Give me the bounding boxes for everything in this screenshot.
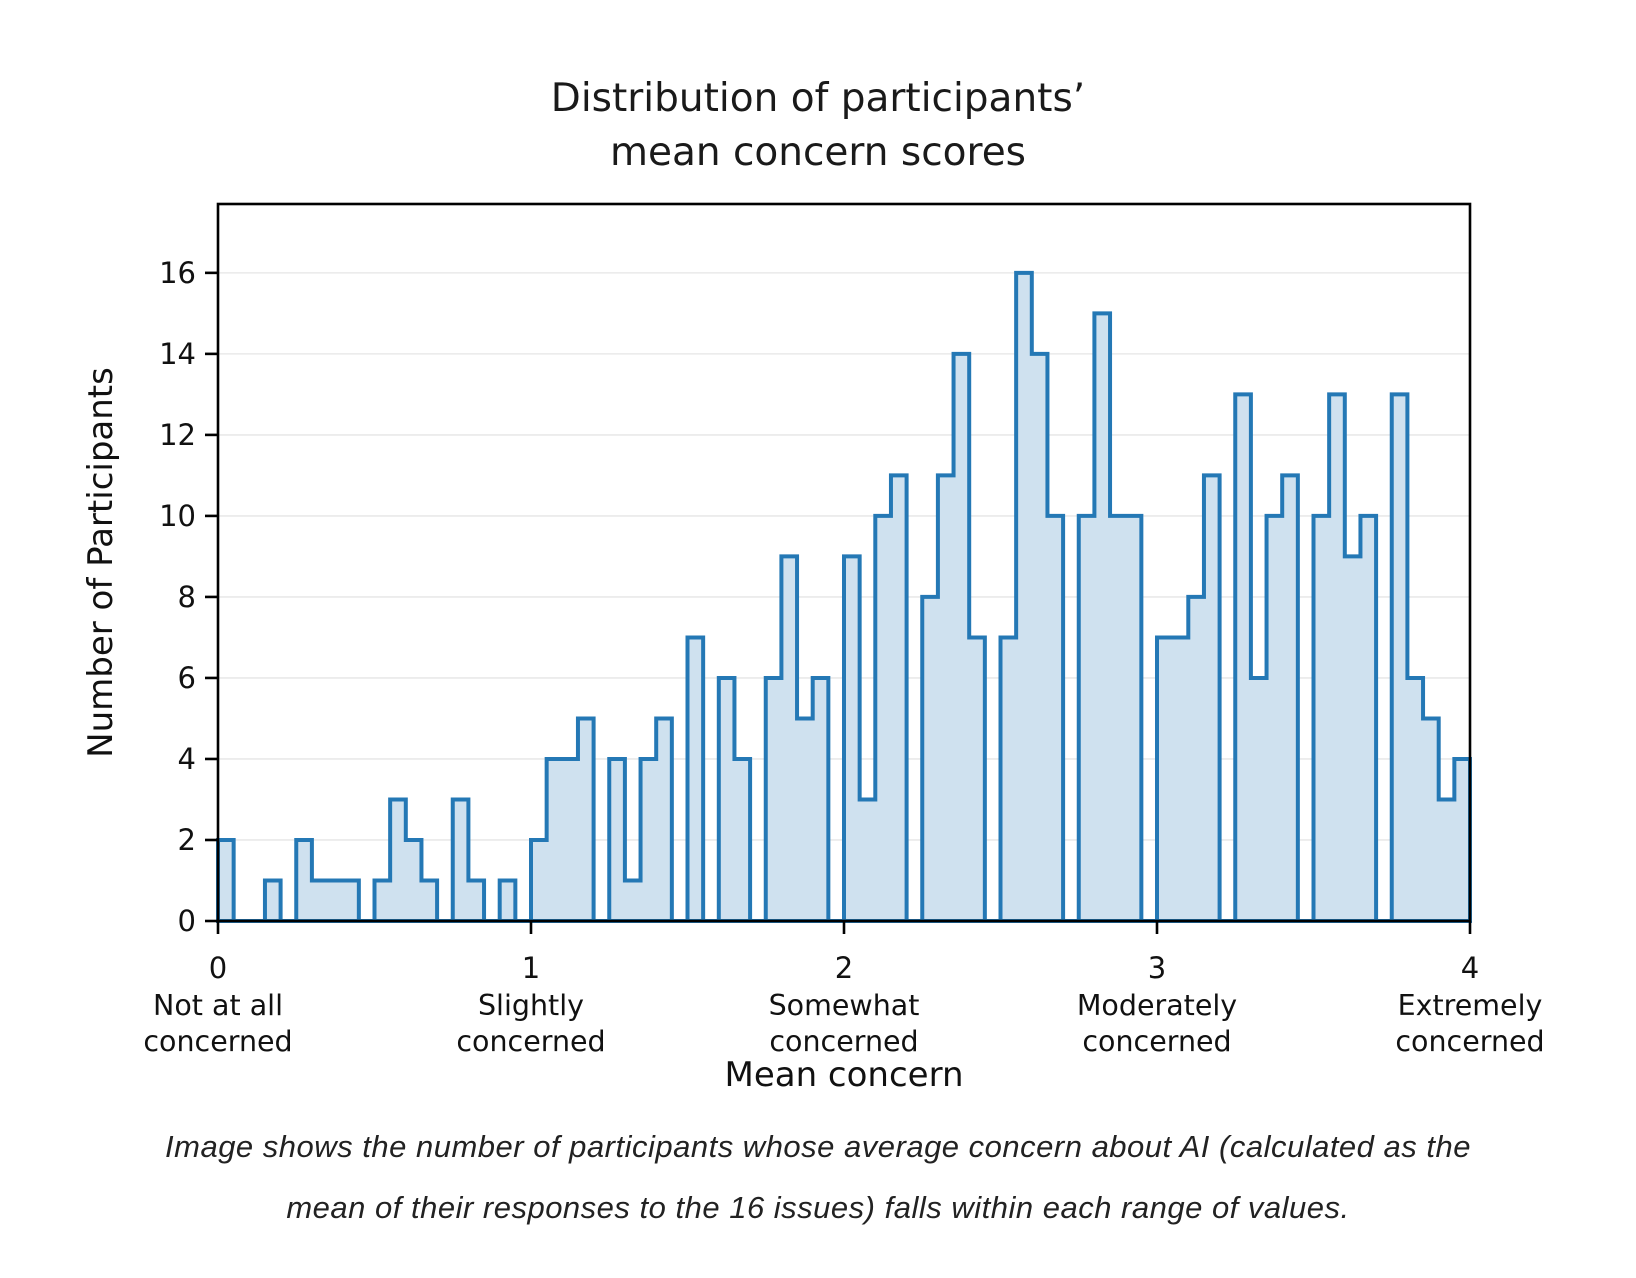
x-tick-number: 3 [1148, 951, 1166, 985]
y-tick-label: 10 [159, 499, 196, 533]
x-tick-label: concerned [769, 1025, 918, 1058]
figure-caption: Image shows the number of participants w… [165, 1129, 1471, 1225]
y-axis-title: Number of Participants [81, 367, 121, 758]
y-tick-label: 2 [178, 823, 196, 857]
y-tick-label: 8 [178, 580, 196, 614]
x-tick-label: concerned [1082, 1025, 1231, 1058]
x-tick-label: Moderately [1077, 989, 1237, 1022]
y-tick-label: 16 [159, 256, 196, 290]
x-axis-title: Mean concern [724, 1055, 963, 1095]
x-tick-label: concerned [1395, 1025, 1544, 1058]
x-tick-label: concerned [143, 1025, 292, 1058]
chart-title: Distribution of participants’ mean conce… [550, 76, 1086, 175]
x-tick-label: Not at all [153, 989, 283, 1022]
y-axis: 0 2 4 6 8 10 12 14 16 [159, 256, 218, 938]
x-tick-number: 1 [522, 951, 540, 985]
x-tick-label: Somewhat [769, 989, 920, 1022]
x-tick-label: Slightly [478, 989, 584, 1022]
y-tick-label: 4 [178, 742, 196, 776]
y-tick-label: 14 [159, 337, 196, 371]
x-tick-label: Extremely [1398, 989, 1543, 1022]
x-tick-number: 2 [835, 951, 853, 985]
x-tick-number: 0 [209, 951, 227, 985]
y-tick-label: 6 [178, 661, 196, 695]
x-tick-number: 4 [1461, 951, 1479, 985]
x-tick-label: concerned [456, 1025, 605, 1058]
y-tick-label: 12 [159, 418, 196, 452]
y-tick-label: 0 [178, 904, 196, 938]
